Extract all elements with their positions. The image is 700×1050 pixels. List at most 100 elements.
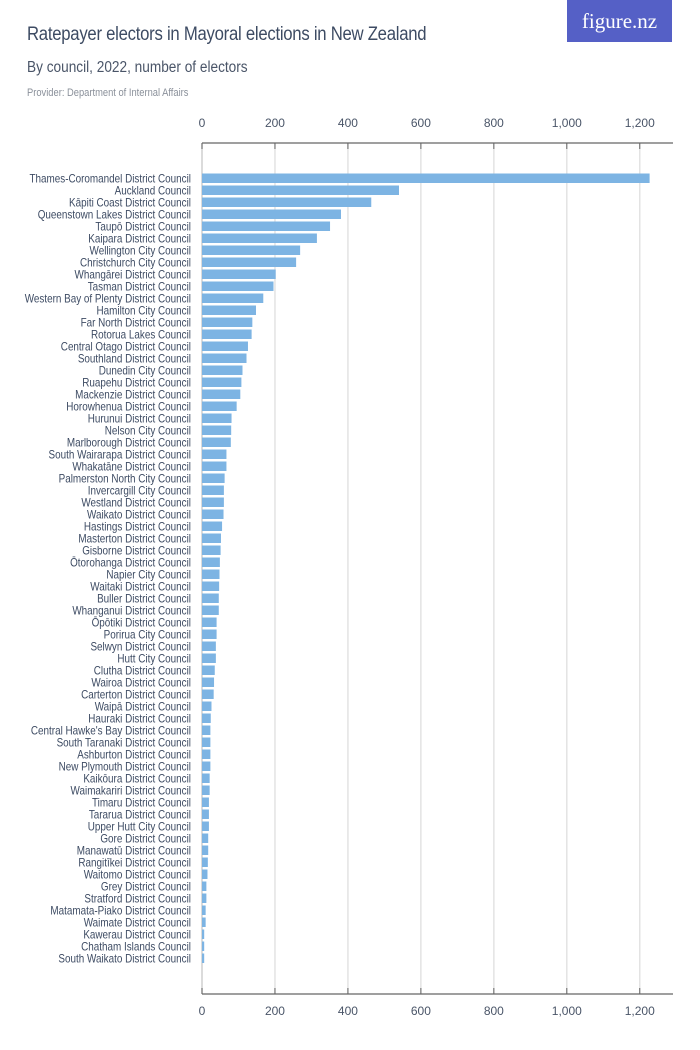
bar[interactable] xyxy=(202,797,209,808)
bar[interactable] xyxy=(202,725,211,736)
x-tick-label-bottom: 1,000 xyxy=(552,1004,582,1018)
bar[interactable] xyxy=(202,449,227,460)
category-label: Napier City Council xyxy=(106,569,191,582)
bar[interactable] xyxy=(202,173,650,184)
category-label: Waitaki District Council xyxy=(90,581,191,594)
bar[interactable] xyxy=(202,329,252,340)
bar[interactable] xyxy=(202,749,211,760)
bar[interactable] xyxy=(202,485,224,496)
bar[interactable] xyxy=(202,641,216,652)
category-label: Matamata-Piako District Council xyxy=(50,905,191,918)
bar[interactable] xyxy=(202,257,297,268)
bar[interactable] xyxy=(202,665,215,676)
bar[interactable] xyxy=(202,209,341,220)
bar[interactable] xyxy=(202,545,221,556)
category-label: Selwyn District Council xyxy=(90,641,191,654)
bar[interactable] xyxy=(202,425,232,436)
bar[interactable] xyxy=(202,953,205,964)
category-label: Far North District Council xyxy=(81,317,191,330)
bar[interactable] xyxy=(202,509,224,520)
bar[interactable] xyxy=(202,617,217,628)
category-label: Hamilton City Council xyxy=(97,305,191,318)
bar[interactable] xyxy=(202,713,211,724)
bar[interactable] xyxy=(202,929,205,940)
category-label: Westland District Council xyxy=(81,497,191,510)
bar[interactable] xyxy=(202,245,301,256)
category-label: Chatham Islands Council xyxy=(81,941,191,954)
bar[interactable] xyxy=(202,461,227,472)
bar[interactable] xyxy=(202,941,205,952)
bar[interactable] xyxy=(202,593,219,604)
bar[interactable] xyxy=(202,677,215,688)
bar[interactable] xyxy=(202,353,247,364)
bar[interactable] xyxy=(202,377,242,388)
bar[interactable] xyxy=(202,581,220,592)
x-tick-label-top: 200 xyxy=(265,116,285,130)
bar[interactable] xyxy=(202,557,220,568)
bar[interactable] xyxy=(202,737,211,748)
bar[interactable] xyxy=(202,689,214,700)
category-label: Palmerston North City Council xyxy=(59,473,191,486)
bar[interactable] xyxy=(202,185,399,196)
bar[interactable] xyxy=(202,233,317,244)
category-label: South Waikato District Council xyxy=(58,953,191,966)
category-label: Ōpōtiki District Council xyxy=(92,617,191,630)
bar[interactable] xyxy=(202,629,217,640)
bar[interactable] xyxy=(202,365,243,376)
chart-subtitle: By council, 2022, number of electors xyxy=(27,59,248,76)
bar[interactable] xyxy=(202,785,210,796)
category-label: Waimate District Council xyxy=(84,917,191,930)
bar[interactable] xyxy=(202,821,209,832)
bar[interactable] xyxy=(202,881,207,892)
axes: 0 0 200 200 400 400 600 600 800 800 1,000 1,000 1,20… xyxy=(199,116,673,1018)
bar[interactable] xyxy=(202,401,237,412)
category-label: Manawatū District Council xyxy=(77,845,191,858)
bar[interactable] xyxy=(202,497,224,508)
bar[interactable] xyxy=(202,893,207,904)
bar[interactable] xyxy=(202,569,220,580)
bar[interactable] xyxy=(202,833,209,844)
bar[interactable] xyxy=(202,293,264,304)
bar[interactable] xyxy=(202,533,221,544)
bar[interactable] xyxy=(202,281,274,292)
x-tick-label-top: 0 xyxy=(199,116,206,130)
bar[interactable] xyxy=(202,269,276,280)
category-label: Taupō District Council xyxy=(95,221,191,234)
bar[interactable] xyxy=(202,761,211,772)
bar[interactable] xyxy=(202,389,241,400)
bar[interactable] xyxy=(202,917,206,928)
bar[interactable] xyxy=(202,221,331,232)
category-label: Southland District Council xyxy=(78,353,191,366)
bar[interactable] xyxy=(202,905,206,916)
bar[interactable] xyxy=(202,845,209,856)
category-label: Carterton District Council xyxy=(81,689,191,702)
bar[interactable] xyxy=(202,317,253,328)
bar[interactable] xyxy=(202,413,232,424)
bar[interactable] xyxy=(202,773,210,784)
category-label: Buller District Council xyxy=(97,593,191,606)
category-label: Hutt City Council xyxy=(117,653,191,666)
bar[interactable] xyxy=(202,809,209,820)
bar[interactable] xyxy=(202,521,223,532)
bar[interactable] xyxy=(202,653,216,664)
bar[interactable] xyxy=(202,197,372,208)
category-labels: Thames-Coromandel District CouncilAuckla… xyxy=(25,173,191,966)
bar[interactable] xyxy=(202,341,248,352)
bar[interactable] xyxy=(202,869,208,880)
x-tick-label-top: 400 xyxy=(338,116,358,130)
x-tick-label-bottom: 1,200 xyxy=(625,1004,655,1018)
data-provider: Provider: Department of Internal Affairs xyxy=(27,87,189,99)
bar[interactable] xyxy=(202,473,225,484)
bar[interactable] xyxy=(202,305,256,316)
figure-nz-logo[interactable]: figure.nz xyxy=(567,0,672,42)
category-label: Ashburton District Council xyxy=(77,749,191,762)
bar[interactable] xyxy=(202,605,219,616)
bar[interactable] xyxy=(202,857,208,868)
bar[interactable] xyxy=(202,701,212,712)
category-label: Christchurch City Council xyxy=(80,257,191,270)
chart-title: Ratepayer electors in Mayoral elections … xyxy=(27,24,427,45)
category-label: Stratford District Council xyxy=(84,893,191,906)
category-label: Rangitīkei District Council xyxy=(78,857,191,870)
bar[interactable] xyxy=(202,437,231,448)
